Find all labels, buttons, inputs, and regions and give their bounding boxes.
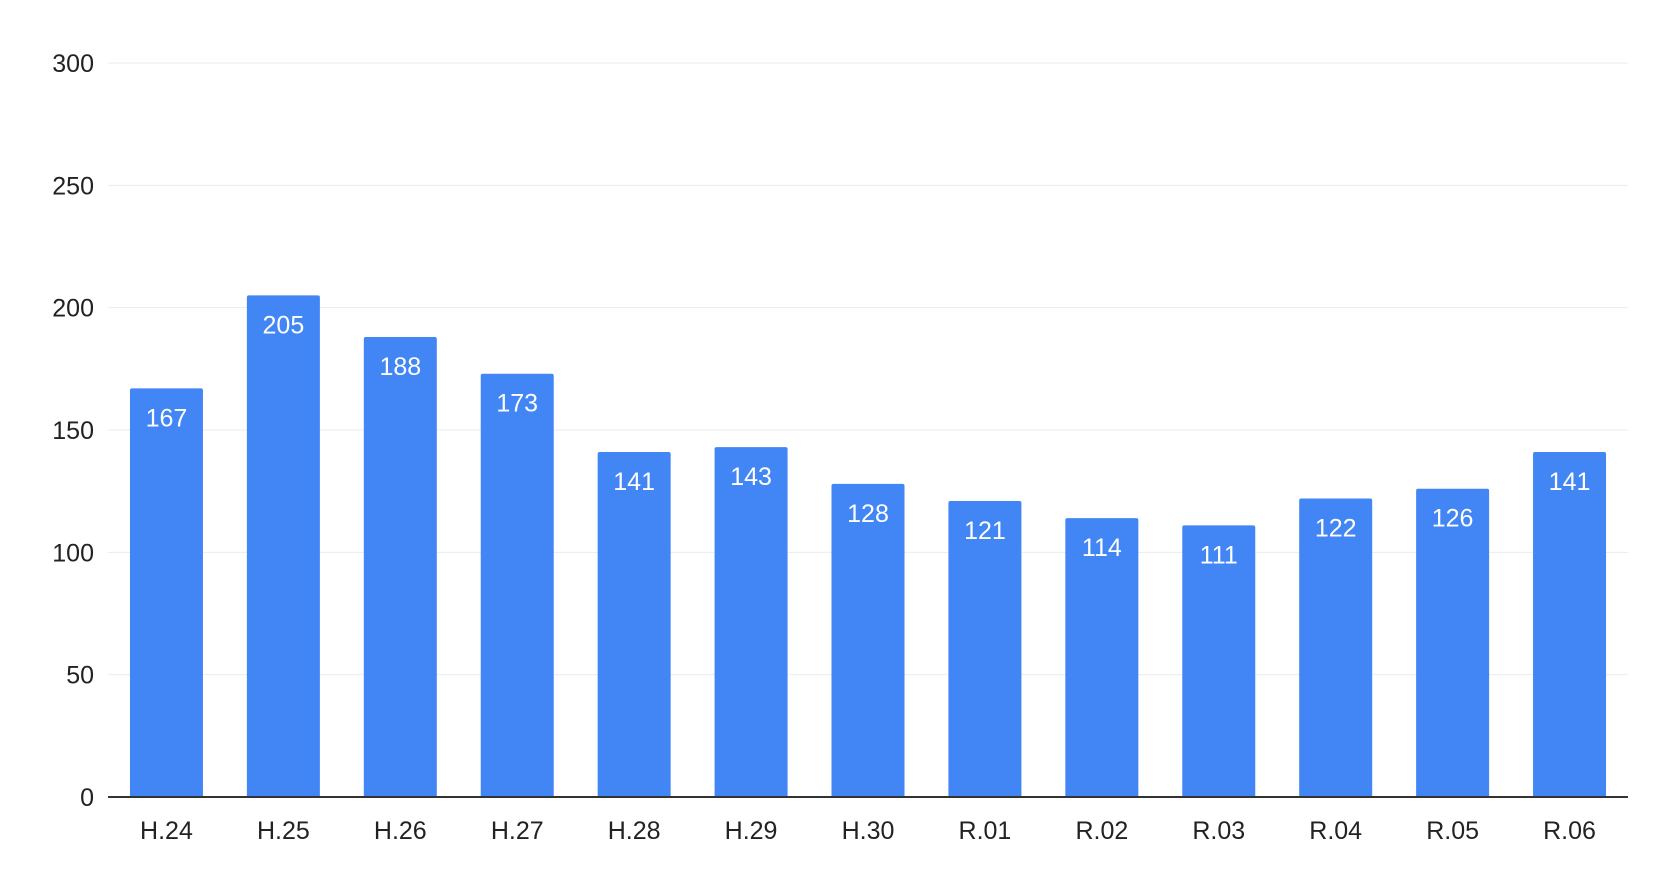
bar-H.28 (597, 452, 671, 797)
bar-H.29 (714, 447, 788, 797)
bar-R.01 (948, 500, 1022, 797)
y-tick-label: 300 (52, 50, 94, 78)
x-tick-label: R.06 (1543, 817, 1596, 845)
x-tick-label: R.02 (1075, 817, 1128, 845)
bar-value-label: 126 (1432, 505, 1474, 533)
bar-R.06 (1533, 452, 1607, 797)
bar-value-label: 143 (730, 463, 772, 491)
bars (129, 295, 1607, 797)
x-axis: H.24 H.25 H.26 H.27 H.28 H.29 H.30 R.01 R.02 R.03… (108, 796, 1628, 845)
x-tick-label: H.29 (725, 817, 778, 845)
y-axis: 0 50 100 150 200 250 300 (52, 50, 94, 812)
bar-value-label: 121 (964, 517, 1006, 545)
bar-H.30 (831, 483, 905, 797)
y-tick-label: 50 (66, 662, 94, 690)
bar-value-label: 188 (379, 353, 421, 381)
x-tick-label: R.01 (959, 817, 1012, 845)
bar-value-label: 173 (496, 390, 538, 418)
x-tick-label: R.03 (1192, 817, 1245, 845)
bar-H.27 (480, 373, 554, 797)
bar-value-labels: 167 205 188 173 141 143 128 121 114 111 122 126 141 (146, 311, 1591, 569)
bar-value-label: 114 (1082, 534, 1122, 562)
bar-R.03 (1182, 525, 1256, 797)
x-tick-label: H.30 (842, 817, 895, 845)
bar-value-label: 122 (1315, 515, 1357, 543)
bar-R.04 (1299, 498, 1373, 797)
bar-value-label: 111 (1200, 541, 1238, 569)
x-tick-label: H.28 (608, 817, 661, 845)
x-tick-label: H.25 (257, 817, 310, 845)
bar-H.26 (363, 337, 437, 797)
bar-value-label: 205 (263, 311, 305, 339)
y-tick-label: 100 (52, 539, 94, 567)
x-tick-label: R.05 (1426, 817, 1479, 845)
x-tick-label: H.24 (140, 817, 193, 845)
y-tick-label: 250 (52, 172, 94, 200)
bar-H.24 (129, 388, 203, 797)
bar-value-label: 141 (1549, 468, 1591, 496)
bar-value-label: 167 (146, 404, 188, 432)
bar-value-label: 141 (613, 468, 655, 496)
bar-R.05 (1416, 488, 1490, 797)
gridlines (108, 62, 1628, 676)
bar-H.25 (246, 295, 320, 797)
y-tick-label: 200 (52, 295, 94, 323)
y-tick-label: 0 (80, 784, 94, 812)
x-tick-label: H.27 (491, 817, 544, 845)
bar-R.02 (1065, 518, 1139, 797)
y-tick-label: 150 (52, 417, 94, 445)
x-tick-label: H.26 (374, 817, 427, 845)
x-tick-label: R.04 (1309, 817, 1362, 845)
bar-value-label: 128 (847, 500, 889, 528)
